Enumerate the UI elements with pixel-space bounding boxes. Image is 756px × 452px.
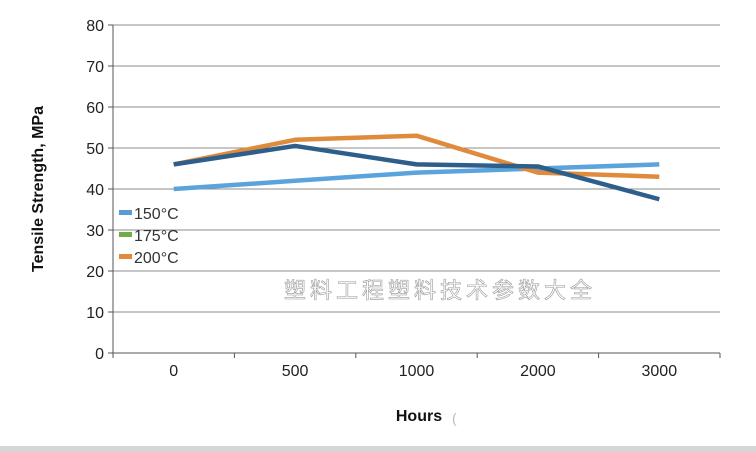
bottom-border [0, 446, 756, 452]
x-axis-title-suffix: ( [452, 410, 457, 426]
legend-label: 200°C [134, 250, 179, 267]
series-line-1 [173, 162, 660, 192]
y-tick-label: 30 [86, 223, 104, 240]
legend-swatch-3 [119, 254, 132, 259]
x-tick-label: 2000 [520, 363, 556, 380]
y-tick-label: 40 [86, 182, 104, 199]
legend-swatch-2 [119, 232, 132, 237]
y-tick-label: 70 [86, 59, 104, 76]
x-axis-title: Hours [396, 408, 442, 425]
y-tick-label: 0 [95, 346, 104, 363]
x-tick-label: 3000 [642, 363, 678, 380]
legend-label: 150°C [134, 206, 179, 223]
series-line-3 [173, 133, 660, 179]
y-tick-label: 80 [86, 18, 104, 35]
y-tick-label: 50 [86, 141, 104, 158]
x-tick-label: 500 [282, 363, 309, 380]
y-tick-label: 20 [86, 264, 104, 281]
watermark-text: 塑料工程塑料技术参数大全 [284, 279, 596, 304]
y-tick-label: 10 [86, 305, 104, 322]
legend-label: 175°C [134, 228, 179, 245]
x-tick-label: 0 [169, 363, 178, 380]
y-axis-title: Tensile Strength, MPa [30, 106, 47, 272]
y-tick-label: 60 [86, 100, 104, 117]
legend-swatch-1 [119, 210, 132, 215]
series-line-2 [173, 143, 660, 202]
x-tick-label: 1000 [399, 363, 435, 380]
